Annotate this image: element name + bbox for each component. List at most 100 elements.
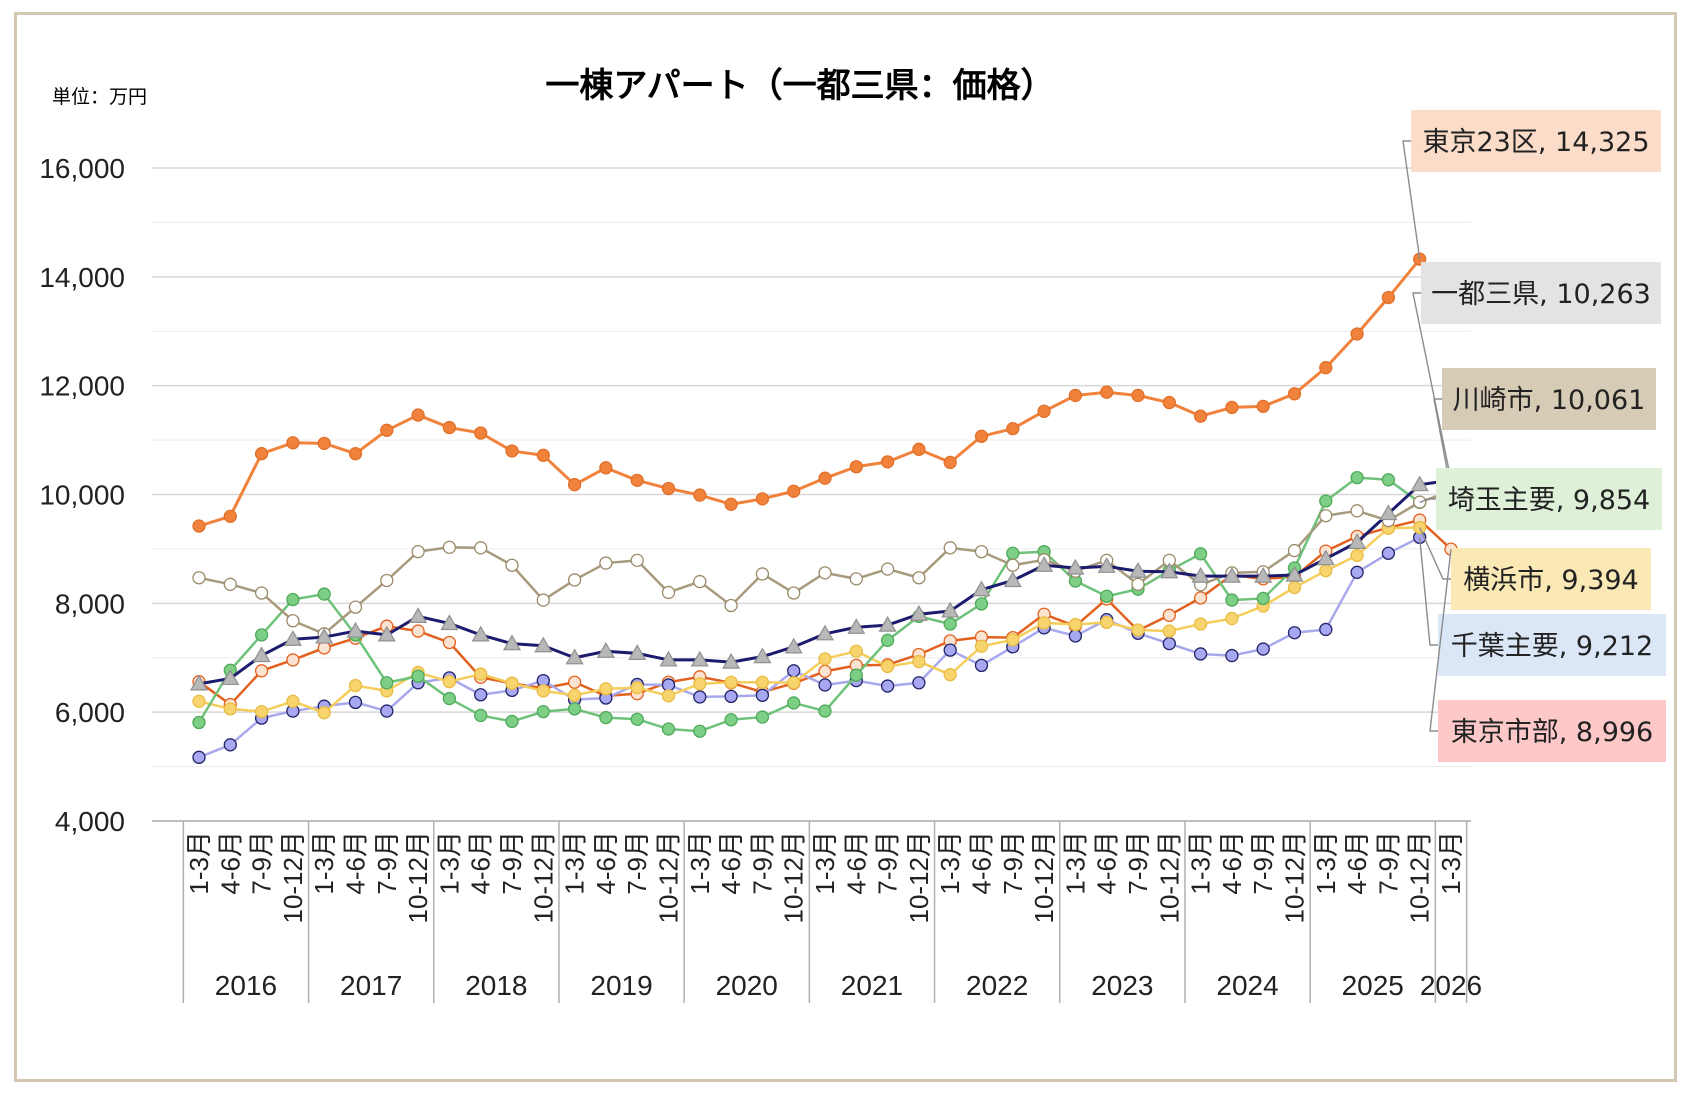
data-point: [1285, 565, 1304, 582]
data-point: [1350, 327, 1364, 341]
data-point: [630, 681, 644, 695]
callout-leader: [1433, 398, 1452, 492]
data-point: [411, 408, 425, 422]
data-point: [286, 436, 300, 450]
data-point: [630, 553, 644, 567]
data-point: [847, 618, 866, 634]
x-tick-label: 10-12月: [1029, 831, 1059, 924]
label-layer: 東京23区, 14,325 一都三県, 10,263 川崎市, 10,061 埼玉主要…: [1402, 110, 1666, 762]
data-point: [943, 643, 957, 657]
callout-leader: [1412, 292, 1452, 481]
data-point: [787, 484, 801, 498]
data-point: [474, 541, 488, 555]
data-point: [599, 556, 613, 570]
data-point: [1066, 558, 1085, 575]
data-point: [880, 659, 895, 674]
data-point: [974, 639, 989, 653]
data-point: [1225, 611, 1239, 626]
series-line: [198, 258, 1421, 528]
data-point: [1319, 564, 1333, 578]
data-point: [1160, 562, 1179, 579]
data-point: [693, 574, 707, 589]
x-tick-label: 7-9月: [998, 831, 1028, 895]
data-point: [661, 689, 676, 703]
data-point: [223, 702, 237, 716]
year-label: 2024: [1216, 970, 1278, 1001]
callout-box: [1442, 368, 1656, 430]
data-point: [1006, 546, 1020, 560]
data-point: [189, 674, 209, 691]
data-point: [818, 704, 832, 718]
callout-box: [1451, 548, 1651, 610]
x-tick-label: 1-3月: [560, 831, 590, 895]
data-point: [536, 684, 550, 698]
data-point: [1100, 385, 1114, 399]
x-tick-label: 1-3月: [1436, 831, 1466, 895]
data-point: [1222, 566, 1241, 583]
x-tick-label: 7-9月: [873, 831, 903, 895]
year-label: 2017: [340, 970, 402, 1001]
data-point: [442, 635, 457, 650]
data-point: [787, 676, 801, 690]
x-tick-label: 4-6月: [841, 831, 871, 895]
x-tick-label: 1-3月: [685, 831, 715, 895]
x-tick-label: 10-12月: [1154, 831, 1184, 924]
data-point: [192, 694, 206, 708]
x-tick-label: 7-9月: [1123, 831, 1153, 895]
data-point: [943, 667, 957, 682]
data-point: [1350, 565, 1364, 579]
data-point: [317, 706, 331, 720]
data-point: [941, 601, 960, 618]
data-point: [192, 571, 206, 585]
data-point: [380, 423, 394, 437]
year-label: 2019: [590, 970, 652, 1001]
data-point: [411, 669, 425, 683]
x-tick-label: 4-6月: [1092, 831, 1122, 895]
x-tick-label: 7-9月: [372, 831, 402, 895]
data-point: [442, 420, 457, 435]
series-callout-label: 千葉主要, 9,212: [1451, 631, 1653, 662]
data-point: [974, 429, 989, 443]
callout-box: [1438, 614, 1666, 676]
chart-title: 一棟アパート（一都三県：価格）: [545, 66, 1054, 106]
data-point: [286, 694, 300, 708]
data-point: [1193, 409, 1208, 423]
x-tick-label: 10-12月: [904, 831, 934, 924]
data-point: [1068, 617, 1083, 632]
data-point: [505, 714, 519, 729]
data-point: [755, 688, 770, 702]
data-point: [724, 689, 738, 704]
data-point: [1381, 473, 1396, 487]
x-tick-label: 4-6月: [466, 831, 496, 895]
year-label: 2025: [1342, 970, 1404, 1001]
y-tick-label: 6,000: [55, 697, 125, 728]
data-point: [1225, 593, 1239, 607]
x-tick-label: 10-12月: [403, 831, 433, 924]
y-tick-label: 10,000: [39, 480, 125, 511]
callout-box: [1436, 468, 1662, 530]
data-point: [722, 652, 741, 669]
data-point: [724, 598, 738, 613]
data-point: [1003, 571, 1022, 588]
data-point: [724, 675, 738, 689]
data-point: [1162, 608, 1176, 622]
data-point: [567, 573, 582, 587]
x-tick-label: 10-12月: [1280, 831, 1310, 924]
data-point: [565, 648, 584, 665]
data-point: [442, 540, 457, 554]
data-point: [659, 650, 678, 667]
series-callout-label: 埼玉主要, 9,854: [1448, 485, 1650, 516]
series-layer: [189, 252, 1461, 764]
data-point: [283, 630, 302, 646]
data-point: [440, 614, 459, 631]
data-point: [818, 664, 832, 679]
y-tick-label: 8,000: [55, 588, 125, 619]
data-point: [254, 664, 269, 678]
data-point: [505, 558, 519, 572]
data-point: [1035, 556, 1054, 572]
data-point: [380, 676, 394, 690]
data-point: [252, 646, 271, 663]
data-point: [849, 572, 863, 586]
data-point: [784, 637, 803, 654]
